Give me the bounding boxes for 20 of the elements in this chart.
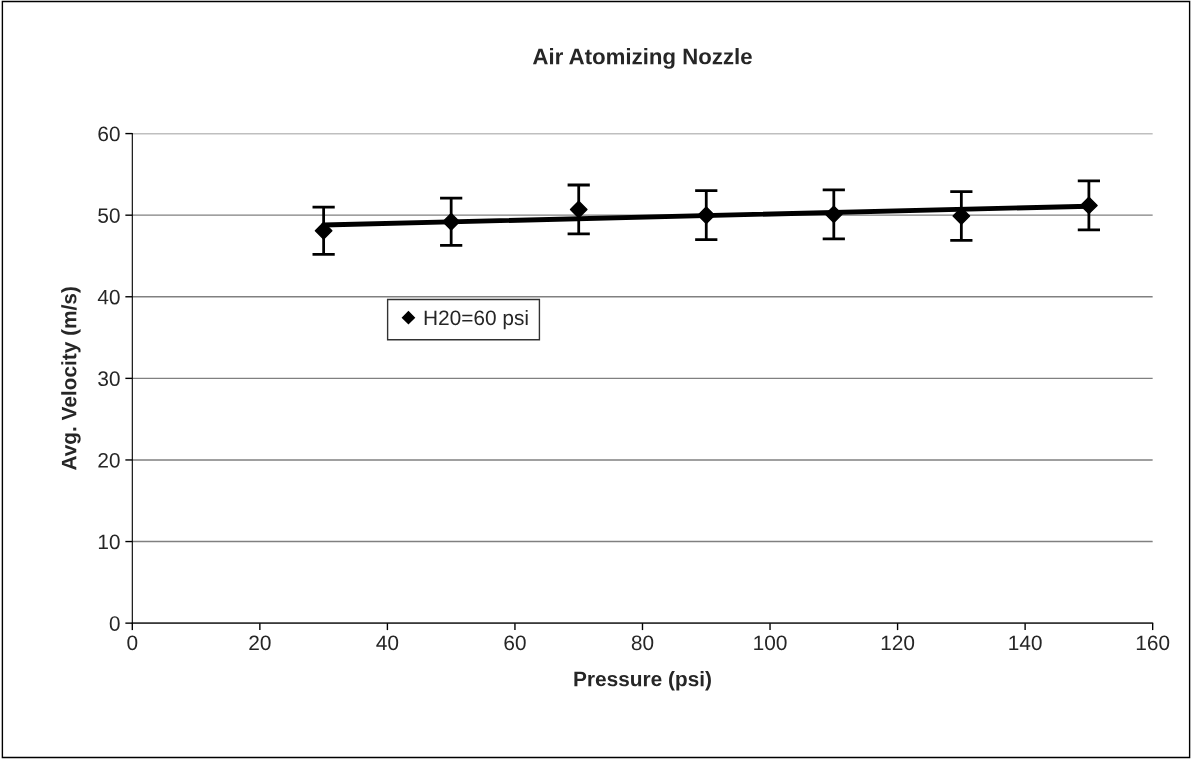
x-tick-label: 80 bbox=[631, 635, 654, 651]
y-axis-title: Avg. Velocity (m/s) bbox=[61, 287, 81, 471]
y-tick-label: 30 bbox=[98, 371, 120, 387]
x-tick-label: 0 bbox=[127, 635, 138, 651]
x-tick-label: 140 bbox=[1009, 635, 1042, 651]
y-tick-label: 10 bbox=[98, 534, 120, 550]
x-tick-label: 100 bbox=[754, 635, 787, 651]
y-tick-label: 40 bbox=[97, 289, 120, 305]
x-axis-title: Pressure (psi) bbox=[574, 671, 711, 691]
y-tick-label: 0 bbox=[109, 616, 120, 631]
x-tick-label: 120 bbox=[881, 635, 915, 651]
legend-label: H20=60 psi bbox=[424, 309, 528, 330]
chart-title: Air Atomizing Nozzle bbox=[532, 48, 752, 69]
y-tick-label: 50 bbox=[98, 208, 120, 223]
x-tick-label: 20 bbox=[249, 635, 271, 651]
x-tick-label: 40 bbox=[376, 635, 399, 651]
x-tick-label: 160 bbox=[1136, 635, 1170, 651]
x-tick-label: 60 bbox=[504, 635, 526, 651]
y-tick-label: 20 bbox=[98, 452, 120, 468]
y-tick-label: 60 bbox=[98, 126, 120, 142]
